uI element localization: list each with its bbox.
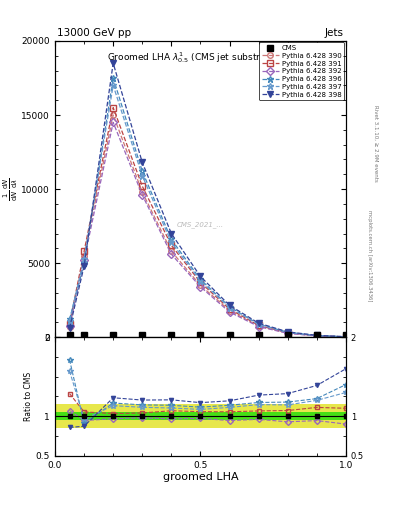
Pythia 6.428 396 [227, 304, 232, 310]
Pythia 6.428 390 [227, 307, 232, 313]
Pythia 6.428 396 [140, 168, 145, 175]
Pythia 6.428 398 [227, 302, 232, 308]
CMS [343, 332, 348, 338]
Text: Rivet 3.1.10, ≥ 2.9M events: Rivet 3.1.10, ≥ 2.9M events [373, 105, 378, 182]
Text: 13000 GeV pp: 13000 GeV pp [57, 28, 131, 38]
Pythia 6.428 397 [169, 239, 174, 245]
Line: Pythia 6.428 396: Pythia 6.428 396 [66, 75, 349, 340]
Pythia 6.428 398 [169, 230, 174, 237]
Bar [55, 412, 346, 420]
Pythia 6.428 391 [198, 280, 203, 286]
Pythia 6.428 390 [169, 248, 174, 254]
Pythia 6.428 391 [227, 306, 232, 312]
Pythia 6.428 390 [111, 112, 116, 118]
Pythia 6.428 392 [343, 334, 348, 340]
CMS [111, 332, 116, 338]
Pythia 6.428 397 [256, 322, 261, 328]
CMS [82, 332, 86, 338]
Pythia 6.428 390 [343, 334, 348, 340]
X-axis label: groomed LHA: groomed LHA [163, 472, 238, 482]
Pythia 6.428 391 [343, 334, 348, 340]
CMS [67, 332, 72, 338]
Pythia 6.428 392 [67, 323, 72, 329]
Pythia 6.428 391 [111, 104, 116, 111]
Pythia 6.428 390 [256, 323, 261, 329]
Pythia 6.428 397 [140, 173, 145, 179]
CMS [256, 332, 261, 338]
Pythia 6.428 398 [343, 334, 348, 340]
Pythia 6.428 396 [314, 332, 319, 338]
CMS [285, 332, 290, 338]
Pythia 6.428 391 [314, 333, 319, 339]
Pythia 6.428 398 [67, 325, 72, 331]
Pythia 6.428 390 [198, 282, 203, 288]
Text: CMS_2021_...: CMS_2021_... [177, 221, 224, 228]
Pythia 6.428 391 [67, 321, 72, 327]
Line: Pythia 6.428 390: Pythia 6.428 390 [67, 112, 349, 339]
Pythia 6.428 390 [82, 252, 86, 259]
Line: Pythia 6.428 391: Pythia 6.428 391 [67, 105, 349, 339]
Pythia 6.428 398 [285, 329, 290, 335]
Pythia 6.428 396 [256, 321, 261, 327]
Y-axis label: $\frac{1}{\mathrm{d}N}\,\frac{\mathrm{d}N}{\mathrm{d}\lambda}$: $\frac{1}{\mathrm{d}N}\,\frac{\mathrm{d}… [2, 177, 20, 201]
Pythia 6.428 392 [111, 119, 116, 125]
Pythia 6.428 397 [285, 329, 290, 335]
Pythia 6.428 392 [140, 192, 145, 198]
Pythia 6.428 397 [343, 334, 348, 340]
Pythia 6.428 392 [227, 309, 232, 315]
Pythia 6.428 391 [256, 322, 261, 328]
Pythia 6.428 398 [140, 159, 145, 165]
Pythia 6.428 390 [314, 333, 319, 339]
Text: mcplots.cern.ch [arXiv:1306.3436]: mcplots.cern.ch [arXiv:1306.3436] [367, 210, 372, 302]
Line: CMS: CMS [67, 332, 349, 338]
Pythia 6.428 397 [198, 278, 203, 284]
Pythia 6.428 398 [198, 273, 203, 280]
Pythia 6.428 392 [256, 324, 261, 330]
Pythia 6.428 397 [67, 318, 72, 324]
Pythia 6.428 396 [198, 276, 203, 283]
Pythia 6.428 396 [82, 260, 86, 266]
Line: Pythia 6.428 392: Pythia 6.428 392 [67, 120, 349, 339]
Pythia 6.428 397 [82, 255, 86, 262]
CMS [227, 332, 232, 338]
Pythia 6.428 397 [111, 82, 116, 89]
Y-axis label: Ratio to CMS: Ratio to CMS [24, 372, 33, 421]
CMS [169, 332, 174, 338]
Pythia 6.428 396 [343, 334, 348, 340]
Pythia 6.428 397 [314, 332, 319, 338]
Bar [55, 404, 346, 428]
Pythia 6.428 396 [67, 316, 72, 323]
Legend: CMS, Pythia 6.428 390, Pythia 6.428 391, Pythia 6.428 392, Pythia 6.428 396, Pyt: CMS, Pythia 6.428 390, Pythia 6.428 391,… [259, 42, 344, 100]
Pythia 6.428 397 [227, 305, 232, 311]
Text: Groomed LHA $\lambda^{1}_{0.5}$ (CMS jet substructure): Groomed LHA $\lambda^{1}_{0.5}$ (CMS jet… [107, 50, 294, 65]
CMS [198, 332, 203, 338]
Pythia 6.428 390 [285, 330, 290, 336]
Pythia 6.428 396 [169, 237, 174, 243]
Pythia 6.428 392 [198, 284, 203, 290]
Pythia 6.428 398 [82, 263, 86, 269]
Pythia 6.428 392 [169, 251, 174, 258]
Pythia 6.428 392 [314, 333, 319, 339]
Pythia 6.428 398 [111, 60, 116, 66]
Pythia 6.428 396 [285, 329, 290, 335]
Pythia 6.428 391 [285, 330, 290, 336]
CMS [314, 332, 319, 338]
Line: Pythia 6.428 398: Pythia 6.428 398 [67, 60, 349, 339]
Line: Pythia 6.428 397: Pythia 6.428 397 [66, 82, 349, 340]
CMS [140, 332, 145, 338]
Pythia 6.428 398 [314, 332, 319, 338]
Pythia 6.428 390 [140, 189, 145, 195]
Text: Jets: Jets [325, 28, 344, 38]
Pythia 6.428 396 [111, 75, 116, 81]
Pythia 6.428 391 [140, 183, 145, 189]
Pythia 6.428 392 [285, 330, 290, 336]
Pythia 6.428 391 [82, 248, 86, 254]
Pythia 6.428 392 [82, 257, 86, 263]
Pythia 6.428 398 [256, 320, 261, 326]
Pythia 6.428 391 [169, 242, 174, 248]
Pythia 6.428 390 [67, 324, 72, 330]
